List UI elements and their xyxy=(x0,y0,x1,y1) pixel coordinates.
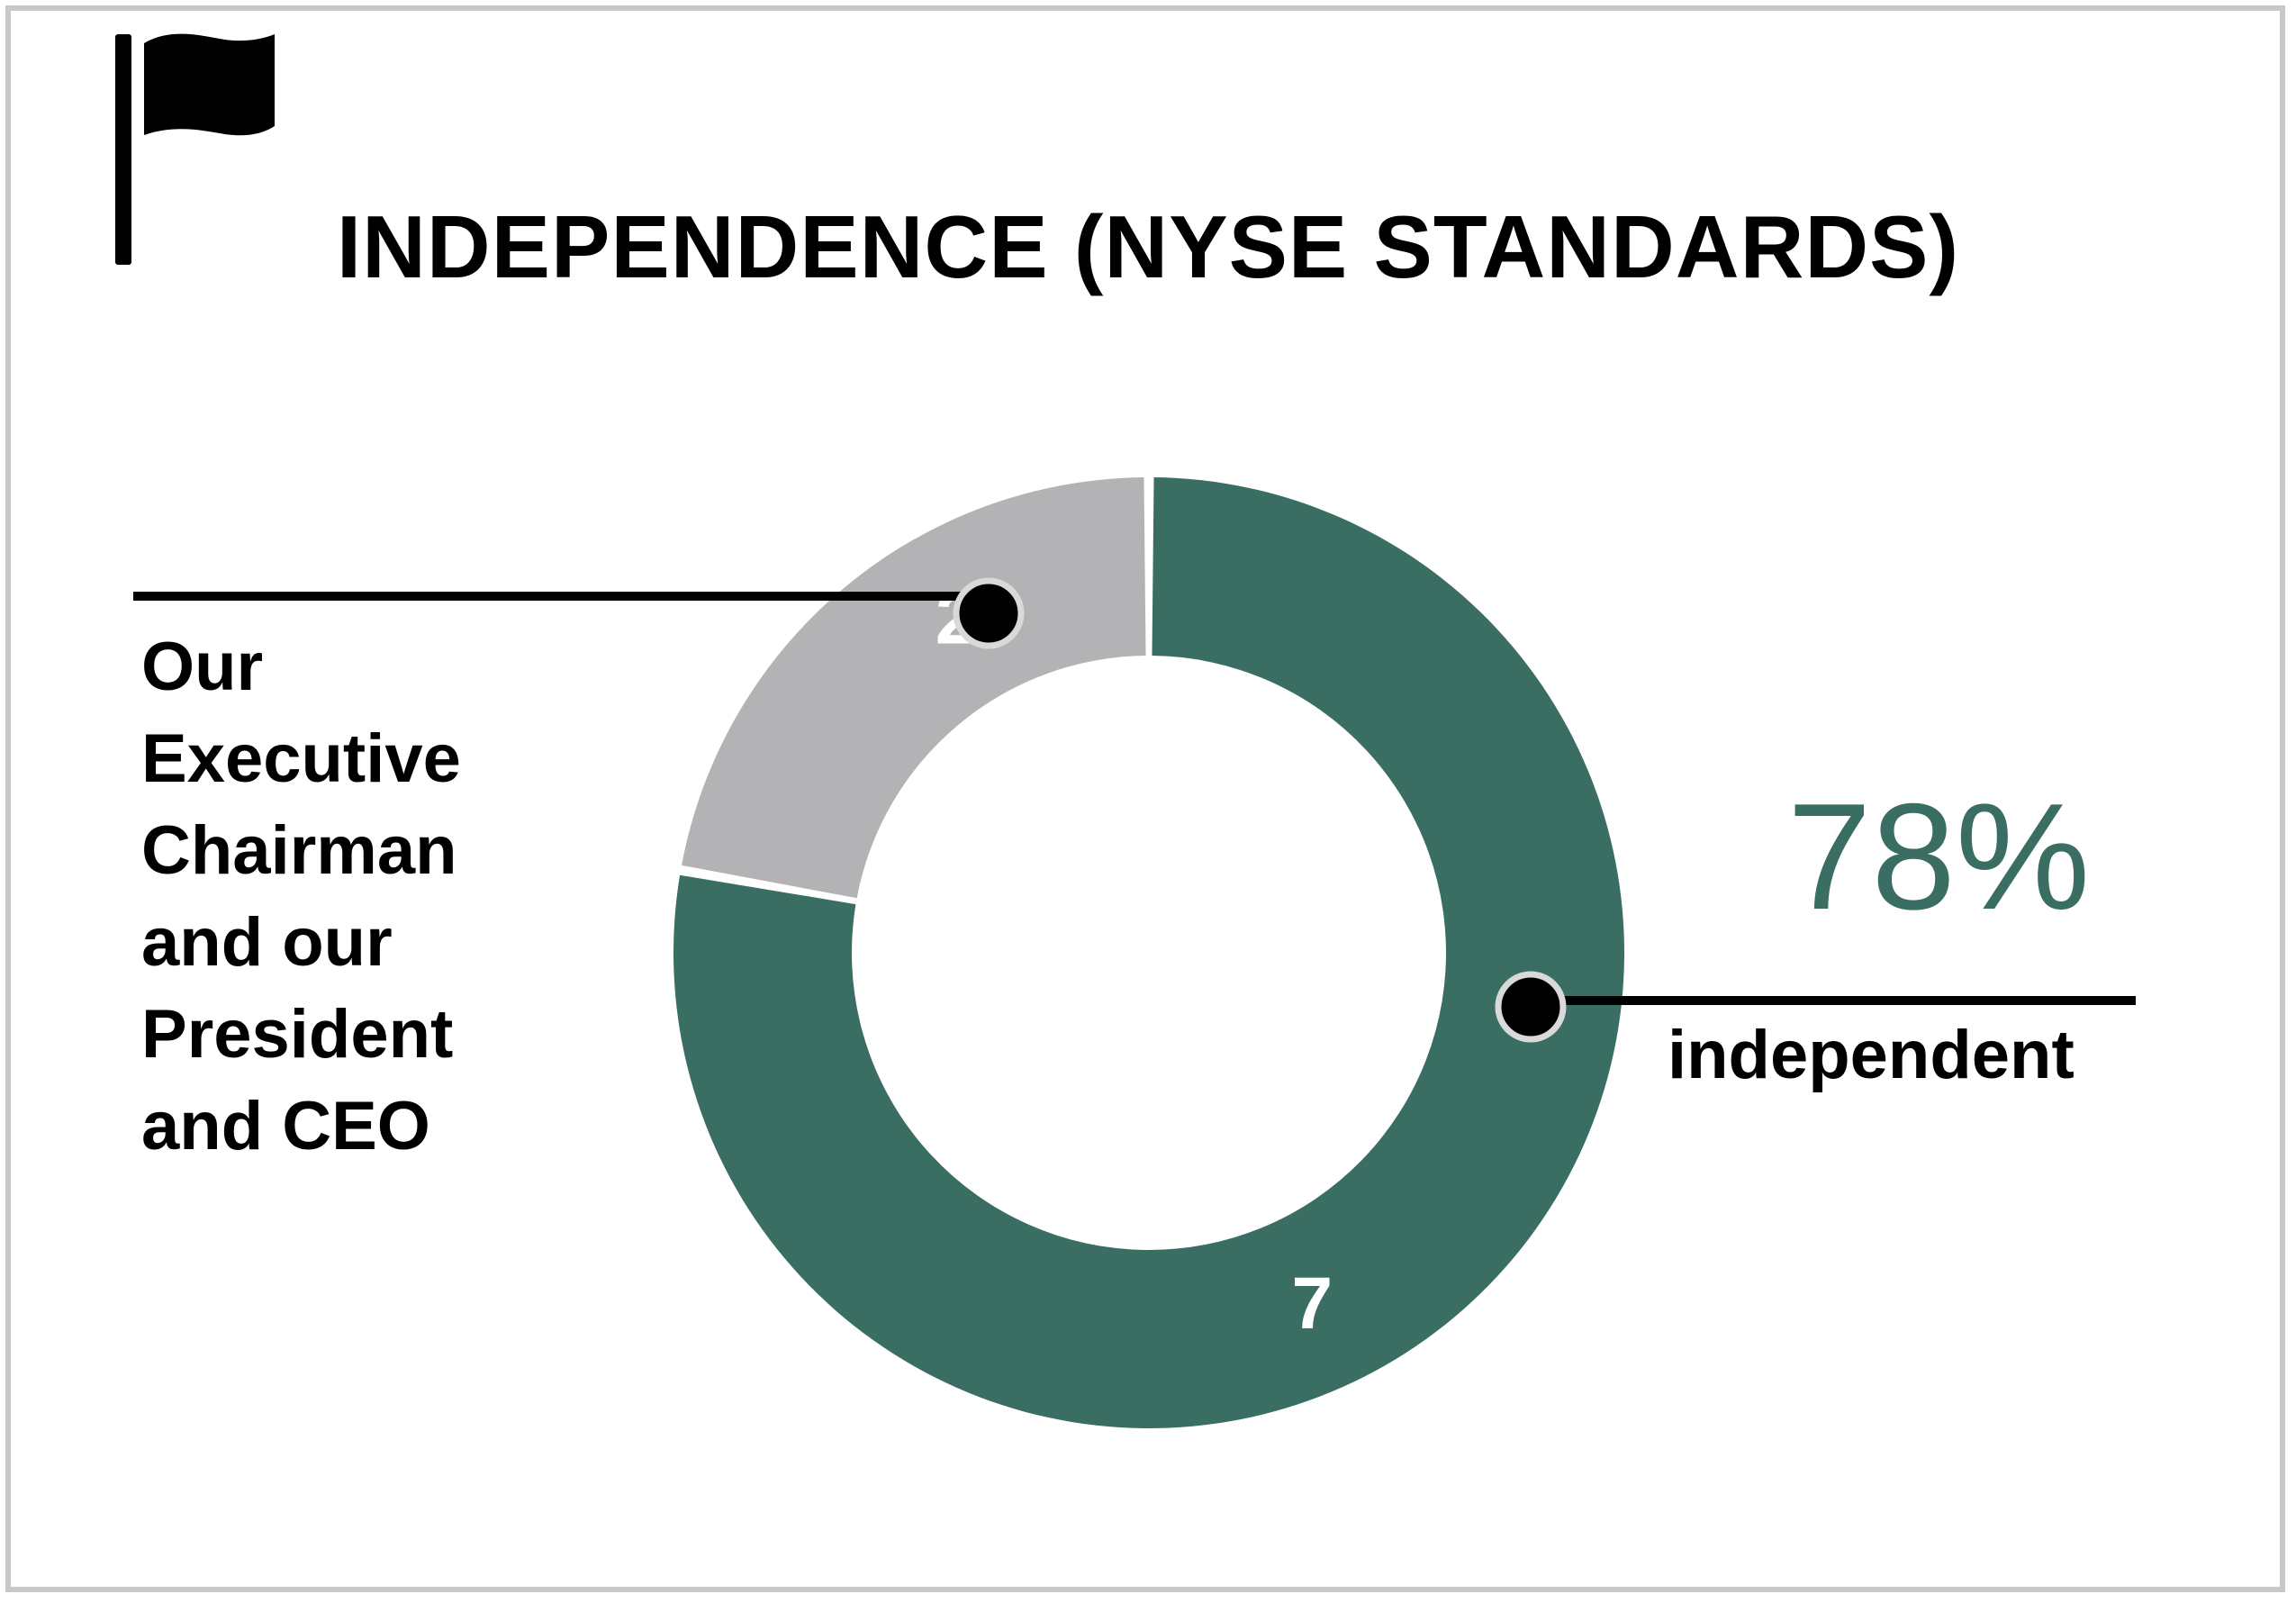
leader-lines xyxy=(133,577,2136,1043)
independent-label: independent xyxy=(1668,1017,2075,1093)
non-independent-label: Our Executive Chairman and our President… xyxy=(141,629,461,1164)
flag-icon xyxy=(115,33,275,265)
slice-non-independent xyxy=(682,477,1146,899)
marker-independent xyxy=(1495,971,1567,1043)
chart-frame xyxy=(5,5,2285,1592)
independent-percent: 78% xyxy=(1787,772,2091,941)
marker-non-independent xyxy=(953,577,1025,649)
slice-independent xyxy=(673,477,1625,1429)
data-label-independent: 7 xyxy=(1291,1263,1333,1345)
donut-chart: 72 xyxy=(673,477,1625,1429)
chart-title: INDEPENDENCE (NYSE STANDARDS) xyxy=(336,197,1960,296)
